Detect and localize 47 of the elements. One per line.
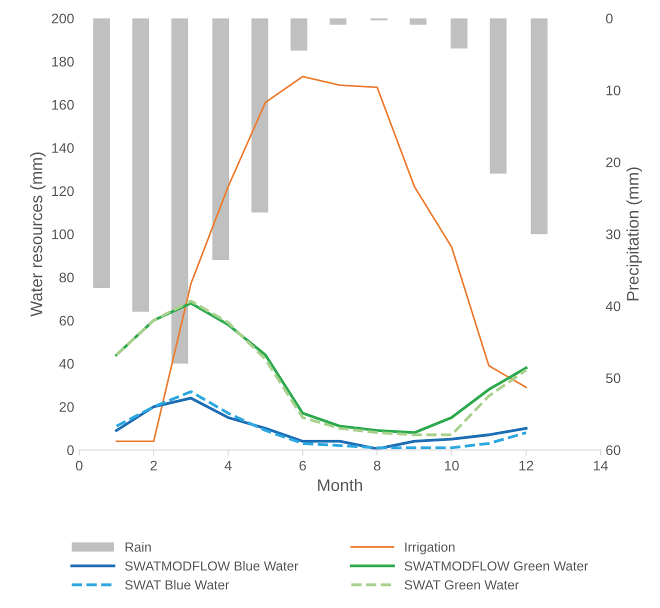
y2-tick-label: 30 xyxy=(606,229,620,240)
y-tick-label: 60 xyxy=(60,316,74,326)
bar xyxy=(330,18,346,25)
bar xyxy=(132,18,150,312)
x-tick-label: 4 xyxy=(224,460,232,470)
x-axis-title: Month xyxy=(318,478,362,492)
y2-tick-label: 0 xyxy=(606,14,613,24)
y-tick-label: 200 xyxy=(52,14,74,24)
legend-label: SWAT Blue Water xyxy=(125,580,230,590)
bar xyxy=(93,18,110,288)
x-tick-label: 12 xyxy=(519,460,534,470)
y2-tick-label: 40 xyxy=(606,301,620,312)
y-axis-title: Water resources (mm) xyxy=(30,152,46,317)
legend-label: Rain xyxy=(126,542,151,552)
x-tick-label: 6 xyxy=(300,460,306,471)
legend-label: SWATMODFLOW Green Water xyxy=(404,561,588,571)
y-tick-label: 160 xyxy=(52,100,74,110)
legend-label: SWAT Green Water xyxy=(404,580,519,590)
y2-tick-label: 60 xyxy=(606,445,620,456)
x-tick-label: 0 xyxy=(76,460,83,471)
y2-tick-label: 10 xyxy=(606,86,620,96)
y-tick-label: 120 xyxy=(52,186,74,196)
bar xyxy=(450,18,468,48)
y2-tick-label: 20 xyxy=(606,157,620,168)
bar xyxy=(290,18,308,51)
y-tick-label: 80 xyxy=(59,272,74,282)
bar xyxy=(490,18,507,174)
y-tick-label: 140 xyxy=(52,143,74,153)
bar xyxy=(530,18,548,234)
y2-tick-label: 50 xyxy=(606,373,620,384)
bar xyxy=(212,18,230,260)
y-tick-label: 0 xyxy=(67,445,74,456)
y2-axis-title: Precipitation (mm) xyxy=(626,168,642,300)
bar xyxy=(171,18,188,364)
bar xyxy=(251,18,268,212)
y-tick-label: 100 xyxy=(52,229,74,240)
x-tick-label: 10 xyxy=(444,460,459,471)
line-series xyxy=(116,76,527,442)
y-tick-label: 40 xyxy=(59,358,74,369)
bar xyxy=(410,18,426,25)
y-tick-label: 180 xyxy=(52,56,74,67)
x-tick-label: 8 xyxy=(374,460,380,471)
x-tick-label: 14 xyxy=(594,460,608,470)
legend-label: Irrigation xyxy=(405,542,455,554)
legend-label: SWATMODFLOW Blue Water xyxy=(125,560,298,571)
y-tick-label: 20 xyxy=(60,402,74,412)
x-tick-label: 2 xyxy=(150,460,157,470)
